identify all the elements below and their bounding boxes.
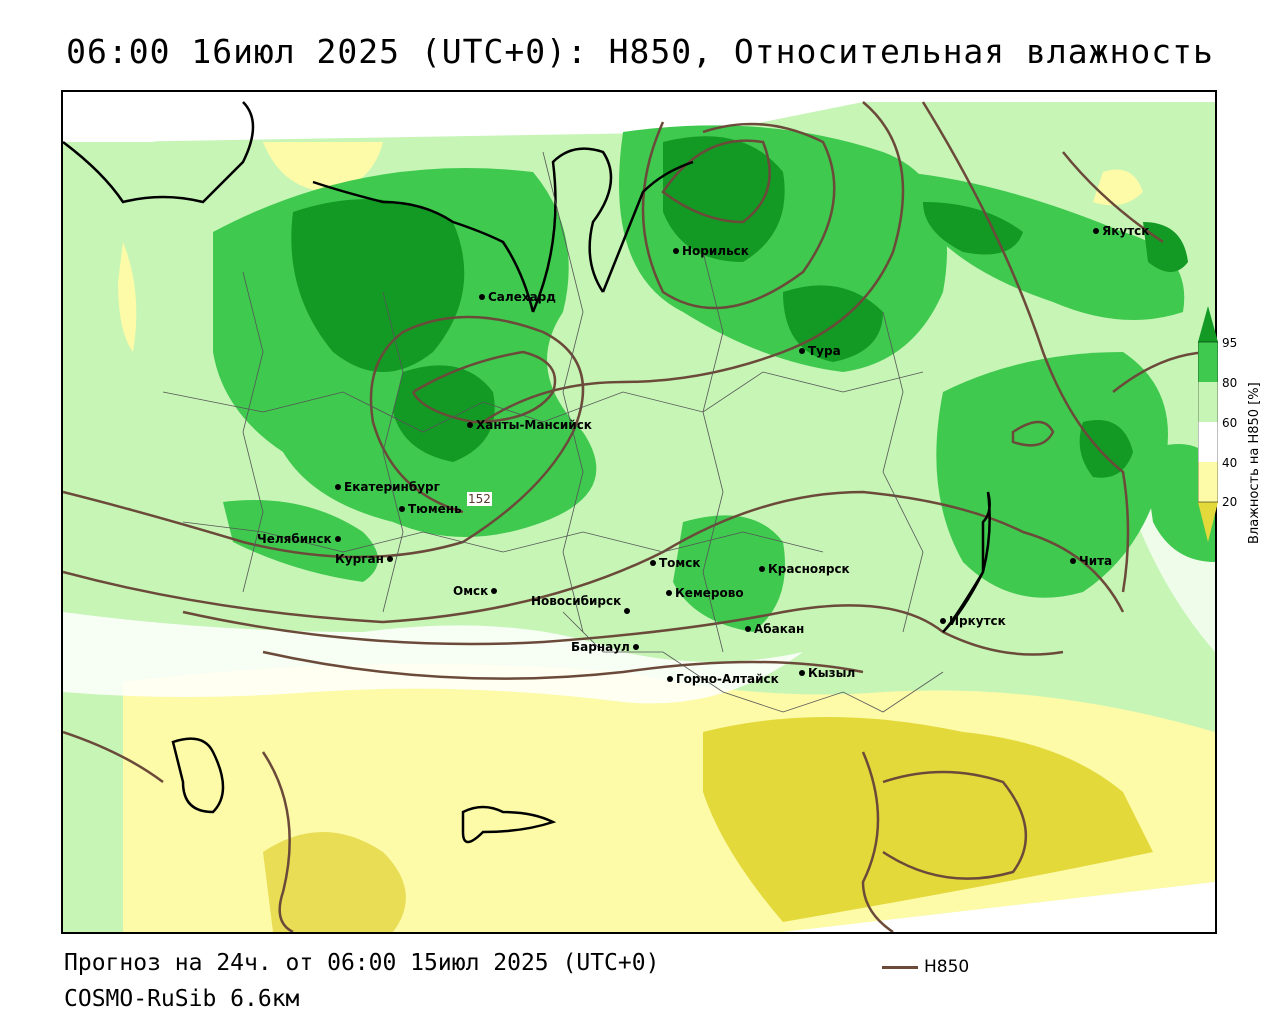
very-dry-zone-w [263,832,406,932]
forecast-info: Прогноз на 24ч. от 06:00 15июл 2025 (UTC… [64,950,660,976]
colorbar-tick: 80 [1222,376,1238,390]
city-label: Абакан [754,622,805,636]
colorbar-bottom-arrow [1198,502,1218,542]
isoline-label: 152 [467,492,492,506]
wet-zone-far-east [1143,444,1215,562]
city-dot [386,556,393,562]
colorbar-top-arrow [1198,306,1218,342]
humidity-map[interactable]: Якутск Норильск Салехард Тура Ханты-Манс… [61,90,1217,934]
city-yekaterinburg[interactable]: Екатеринбург [335,480,440,494]
colorbar-tick: 40 [1222,456,1238,470]
city-dot [673,248,679,254]
map-canvas [63,92,1215,932]
wet-zone-east [936,352,1168,598]
city-yakutsk[interactable]: Якутск [1093,224,1149,238]
city-label: Екатеринбург [344,480,440,494]
city-dot [799,670,805,676]
colorbar-segment [1198,382,1218,422]
city-kemerovo[interactable]: Кемерово [666,586,744,600]
city-chita[interactable]: Чита [1070,554,1112,568]
colorbar-segment [1198,462,1218,502]
colorbar-segment [1198,422,1218,462]
colorbar-title: Влажность на H850 [%] [1247,382,1262,544]
city-dot [491,588,498,594]
city-label: Норильск [682,244,749,258]
colorbar-segment [1198,342,1218,382]
city-label: Новосибирск [531,594,622,608]
city-abakan[interactable]: Абакан [745,622,804,636]
city-label: Барнаул [571,640,630,654]
outside-domain-nw [63,92,363,142]
h850-isolines [63,101,1214,932]
city-norilsk[interactable]: Норильск [673,244,749,258]
isoline-swatch [882,965,918,969]
city-krasnoyarsk[interactable]: Красноярск [759,562,850,576]
coastlines [63,101,991,844]
city-label: Челябинск [257,532,332,546]
city-irkutsk[interactable]: Иркутск [940,614,1006,628]
city-label: Томск [659,556,701,570]
city-dot [335,484,341,490]
isoline-legend: H850 [882,957,969,977]
very-wet-core-7 [1143,222,1188,272]
city-label: Омск [453,584,489,598]
neutral-zone-sw [63,612,803,704]
city-dot [666,590,672,596]
city-label: Чита [1079,554,1113,568]
city-omsk[interactable]: Омск [453,584,500,598]
city-label: Горно-Алтайск [676,672,779,686]
page-title: 06:00 16июл 2025 (UTC+0): H850, Относите… [66,32,1214,71]
city-label: Тура [808,344,841,358]
city-dot [399,506,405,512]
very-wet-core-2 [663,136,785,262]
city-tura[interactable]: Тура [799,344,841,358]
very-wet-core-5 [1079,420,1133,478]
city-dot [650,560,656,566]
city-label: Салехард [488,290,556,304]
city-salekhard[interactable]: Салехард [479,290,556,304]
city-label: Якутск [1102,224,1150,238]
city-barnaul[interactable]: Барнаул [571,640,642,654]
city-dot [467,422,473,428]
city-label: Иркутск [949,614,1006,628]
city-khanty-mansiysk[interactable]: Ханты-Мансийск [467,418,592,432]
city-chelyabinsk[interactable]: Челябинск [257,532,344,546]
city-dot [745,626,751,632]
city-tyumen[interactable]: Тюмень [399,502,462,516]
city-label: Кемерово [675,586,744,600]
wet-zone-center [673,515,785,632]
very-wet-core-1 [291,199,465,372]
city-dot [667,676,673,682]
city-novosibirsk[interactable]: Новосибирск [531,588,633,614]
city-kurgan[interactable]: Курган [335,552,396,566]
city-tomsk[interactable]: Томск [650,556,701,570]
city-dot [799,348,805,354]
humidity-colorbar [1198,306,1218,542]
colorbar-tick: 60 [1222,416,1238,430]
city-label: Тюмень [408,502,462,516]
city-dot [334,536,341,542]
city-label: Кызыл [808,666,856,680]
dry-patch-nw [263,142,383,192]
city-dot [940,618,946,624]
city-dot [1093,228,1099,234]
region-borders [162,151,944,713]
very-dry-zone [703,717,1153,922]
dry-patch-w [118,242,137,352]
city-kyzyl[interactable]: Кызыл [799,666,855,680]
isoline-legend-label: H850 [924,957,970,977]
city-gorno-altaysk[interactable]: Горно-Алтайск [667,672,779,686]
city-dot [759,566,765,572]
city-dot [624,608,631,614]
colorbar-tick: 20 [1222,495,1238,509]
city-label: Ханты-Мансийск [476,418,592,432]
outside-domain-se [783,882,1215,932]
city-dot [1070,558,1076,564]
city-dot [479,294,485,300]
city-label: Красноярск [768,562,850,576]
city-label: Курган [335,552,384,566]
colorbar-tick: 95 [1222,336,1238,350]
city-dot [632,644,639,650]
model-name: COSMO-RuSib 6.6км [64,986,300,1012]
